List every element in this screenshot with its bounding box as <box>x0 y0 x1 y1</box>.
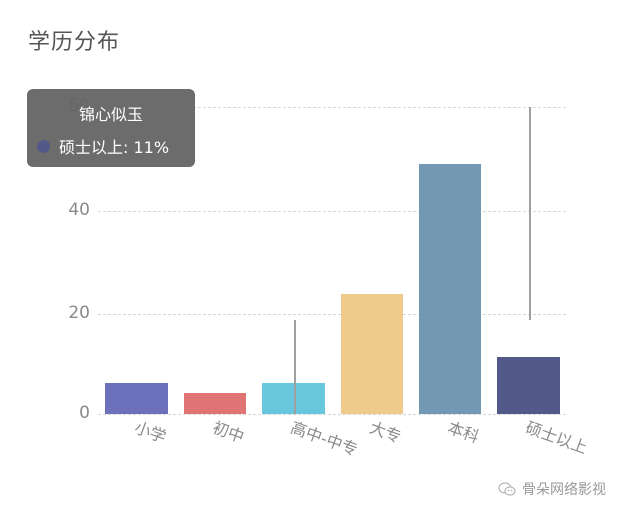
x-label: 小学 <box>132 417 169 447</box>
y-tick-40: 40 <box>68 200 90 220</box>
bar-college[interactable] <box>341 294 403 414</box>
bar-primary-school[interactable] <box>105 383 168 414</box>
hover-indicator-line <box>529 107 531 320</box>
chart-tooltip: 锦心似玉 硕士以上: 11% <box>27 89 195 167</box>
tooltip-title: 锦心似玉 <box>78 105 143 124</box>
gridline-0 <box>98 414 566 415</box>
x-label: 硕士以上 <box>523 417 590 458</box>
y-tick-20: 20 <box>68 303 90 323</box>
gridline-40 <box>98 211 566 212</box>
tooltip-row: 硕士以上: 11% <box>37 134 169 158</box>
bar-junior-high[interactable] <box>184 393 246 414</box>
x-label: 本科 <box>445 417 482 447</box>
bar-high-school[interactable] <box>262 383 325 414</box>
tooltip-value: 硕士以上: 11% <box>59 138 170 157</box>
wechat-icon <box>498 482 516 496</box>
gridline-60 <box>98 107 566 108</box>
x-label: 高中-中专 <box>288 417 361 460</box>
y-tick-0: 0 <box>79 403 90 423</box>
bar-master-plus[interactable] <box>497 357 560 414</box>
chart-title: 学历分布 <box>28 30 121 55</box>
bar-bachelor[interactable] <box>419 164 481 414</box>
gridline-20 <box>98 314 566 315</box>
series-dot-icon <box>37 139 50 153</box>
hover-indicator-line <box>294 320 296 414</box>
watermark-text: 骨朵网络影视 <box>522 482 606 498</box>
watermark: 骨朵网络影视 <box>498 479 606 499</box>
x-label: 大专 <box>367 417 404 447</box>
x-label: 初中 <box>210 417 247 447</box>
